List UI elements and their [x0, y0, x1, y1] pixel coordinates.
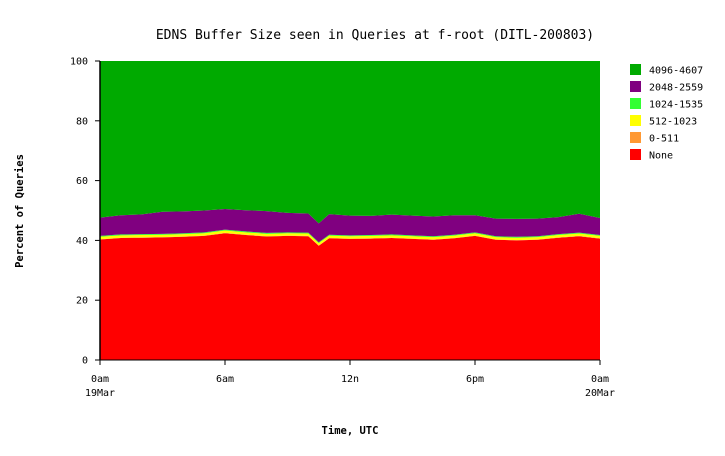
legend-label: 4096-4607	[649, 66, 703, 77]
legend-label: 0-511	[649, 134, 679, 145]
y-tick-label: 100	[70, 57, 88, 68]
legend-swatch	[630, 132, 641, 143]
legend-swatch	[630, 98, 641, 109]
legend-swatch	[630, 115, 641, 126]
x-axis-ticks: 0am 19Mar 6am 12n 6pm 0am 20Mar	[85, 360, 615, 399]
y-tick-label: 20	[76, 296, 88, 307]
x-tick-label: 12n	[341, 374, 359, 385]
y-tick-label: 80	[76, 116, 88, 127]
legend-swatch	[630, 81, 641, 92]
plot-area	[100, 61, 600, 360]
area-series-1024-1535	[100, 229, 600, 244]
x-tick-label: 6pm	[466, 374, 484, 385]
x-tick-sublabel: 19Mar	[85, 388, 115, 399]
x-tick-label: 6am	[216, 374, 234, 385]
y-tick-label: 40	[76, 236, 88, 247]
x-axis-label: Time, UTC	[322, 425, 379, 437]
legend-label: 2048-2559	[649, 83, 703, 94]
legend-label: 1024-1535	[649, 100, 703, 111]
x-tick-sublabel: 20Mar	[585, 388, 615, 399]
legend: 4096-4607 2048-2559 1024-1535 512-1023 0-511…	[630, 64, 703, 162]
legend-label: 512-1023	[649, 117, 697, 128]
area-series-2048-2559	[100, 209, 600, 243]
area-series-None	[100, 233, 600, 360]
legend-swatch	[630, 64, 641, 75]
chart-title: EDNS Buffer Size seen in Queries at f-ro…	[156, 28, 594, 43]
y-axis-label: Percent of Queries	[14, 154, 26, 268]
legend-label: None	[649, 151, 673, 162]
y-axis-ticks: 0 20 40 60 80 100	[70, 57, 100, 367]
legend-swatch	[630, 149, 641, 160]
x-tick-label: 0am	[591, 374, 609, 385]
area-series-4096-4607	[100, 61, 600, 224]
x-tick-label: 0am	[91, 374, 109, 385]
y-tick-label: 0	[82, 356, 88, 367]
area-series-512-1023	[100, 230, 600, 246]
y-tick-label: 60	[76, 176, 88, 187]
